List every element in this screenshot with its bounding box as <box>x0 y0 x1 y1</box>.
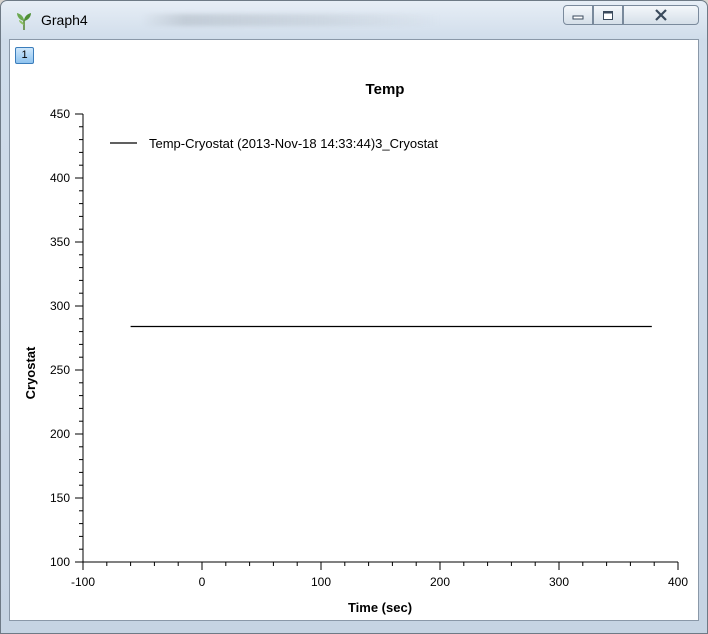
close-icon <box>655 9 667 21</box>
obscured-title-text <box>141 14 441 26</box>
y-tick-label: 400 <box>50 171 70 185</box>
x-tick-label: 0 <box>199 575 206 589</box>
maximize-icon <box>603 10 613 20</box>
line-chart[interactable]: 100 150 200 250 300 350 400 450 -100 0 100 200 300 40… <box>10 40 698 620</box>
y-axis-label: Cryostat <box>23 346 38 399</box>
x-tick-label: 400 <box>668 575 688 589</box>
maximize-button[interactable] <box>593 5 623 25</box>
minimize-icon <box>572 15 584 20</box>
y-tick-label: 150 <box>50 491 70 505</box>
y-tick-label: 300 <box>50 299 70 313</box>
close-button[interactable] <box>623 5 699 25</box>
title-bar[interactable]: Graph4 <box>1 1 707 39</box>
x-tick-label: -100 <box>71 575 95 589</box>
chart-title: Temp <box>366 81 405 98</box>
y-tick-label: 350 <box>50 235 70 249</box>
graph-area: 1 100 150 200 250 300 350 400 450 -100 0 100 200 300… <box>9 39 699 621</box>
y-tick-label: 450 <box>50 107 70 121</box>
x-axis-label: Time (sec) <box>348 600 412 615</box>
x-tick-label: 200 <box>430 575 450 589</box>
x-tick-label: 300 <box>549 575 569 589</box>
y-tick-label: 200 <box>50 427 70 441</box>
plant-icon <box>17 13 31 30</box>
minimize-button[interactable] <box>563 5 593 25</box>
x-tick-label: 100 <box>311 575 331 589</box>
y-tick-label: 250 <box>50 363 70 377</box>
window-title: Graph4 <box>41 12 88 28</box>
graph-number-badge[interactable]: 1 <box>15 47 34 64</box>
y-tick-label: 100 <box>50 555 70 569</box>
legend-entry: Temp-Cryostat (2013-Nov-18 14:33:44)3_Cr… <box>149 136 438 151</box>
